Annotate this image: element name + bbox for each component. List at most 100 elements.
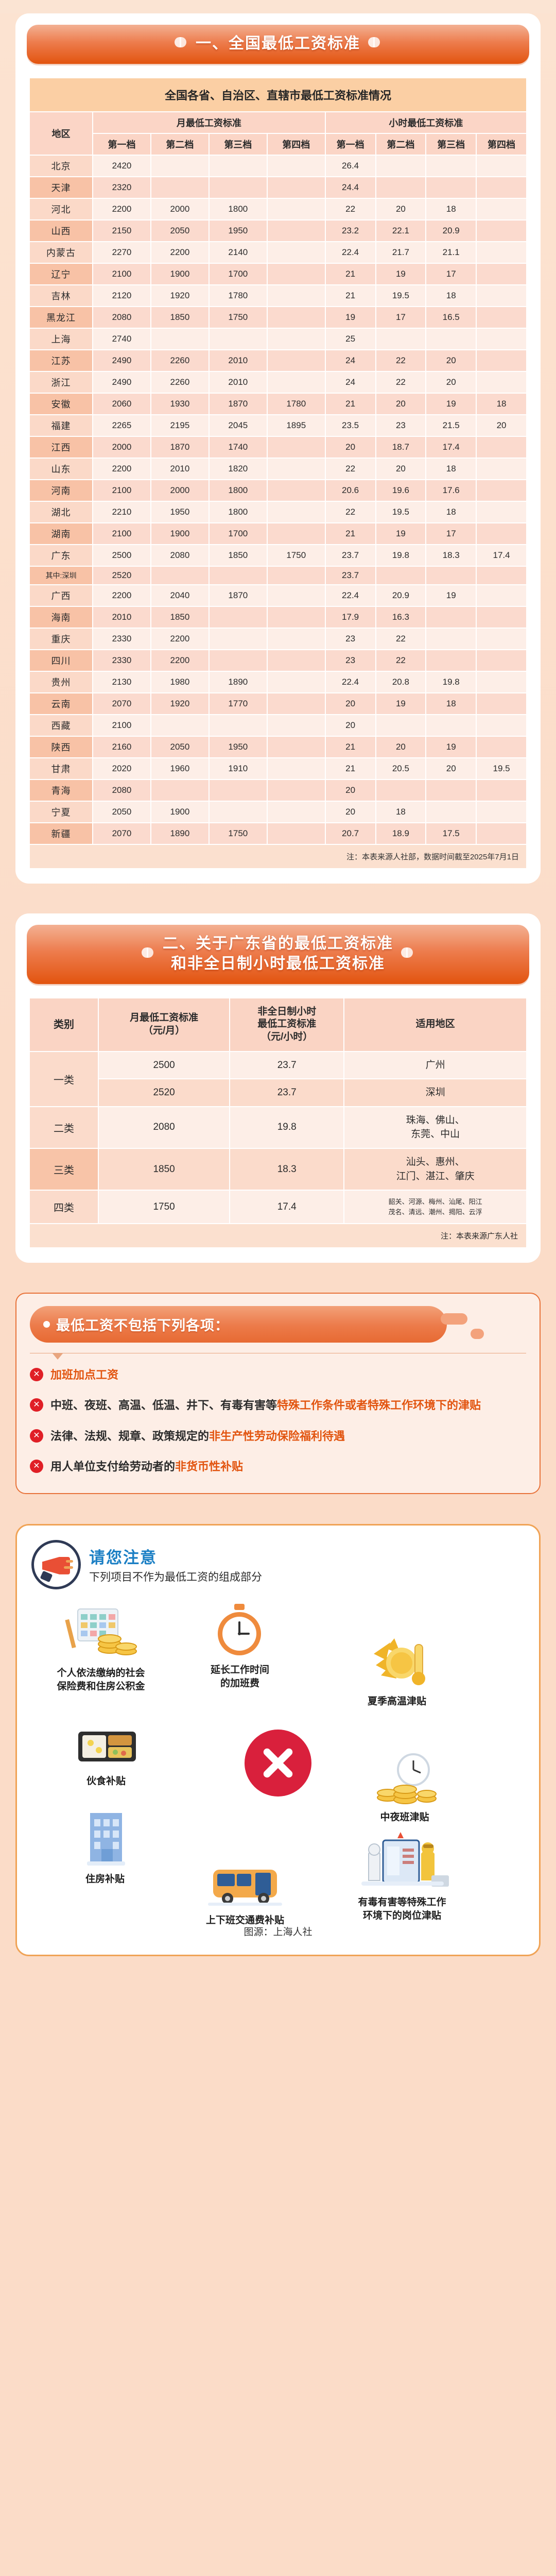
guangdong-minimum-wage-table: 类别 月最低工资标准 （元/月） 非全日制小时 最低工资标准 （元/小时） 适用… [29, 997, 527, 1248]
section-national-minimum-wage: 一、全国最低工资标准 全国各省、自治区、直辖市最低工资标准情况 地区 月最低工资… [15, 13, 541, 884]
cell-region: 云南 [30, 693, 93, 714]
table-row: 湖北 2210 1950 1800 22 19.5 18 [30, 501, 526, 522]
calendar-coins-svg [65, 1608, 137, 1655]
cell-monthly-tier3 [209, 606, 267, 628]
cell-monthly-tier2: 1900 [151, 263, 208, 284]
cell-monthly-tier2: 1920 [151, 693, 208, 714]
col-header-region: 地区 [30, 112, 93, 155]
table-row: 山东 2200 2010 1820 22 20 18 [30, 458, 526, 479]
table-row: 北京 2420 26.4 [30, 155, 526, 176]
cell-hourly-tier1: 25 [325, 328, 375, 349]
exclusion-text-highlight: 特殊工作条件或者特殊工作环境下的津贴 [277, 1399, 481, 1412]
lunchbox-icon [42, 1709, 170, 1771]
cell-monthly-tier1: 2520 [93, 566, 150, 584]
cell-region: 浙江 [30, 371, 93, 393]
cell-hourly-tier2: 20 [376, 458, 426, 479]
calendar-coins-icon [37, 1601, 165, 1663]
col-header-hourly-l2: 最低工资标准 [257, 1019, 317, 1030]
icon-label-commute-allowance: 上下班交通费补贴 [205, 1914, 284, 1926]
cell-hourly-tier2: 20.9 [376, 585, 426, 606]
cell-monthly-tier1: 2330 [93, 650, 150, 671]
cell-monthly-tier3: 2010 [209, 350, 267, 371]
cell-applicable-area: 珠海、佛山、 东莞、中山 [344, 1107, 526, 1148]
cell-hourly-tier4 [477, 285, 526, 306]
cell-monthly-tier4 [267, 758, 325, 779]
cell-hourly-tier2: 20 [376, 736, 426, 757]
section-guangdong-minimum-wage: 二、关于广东省的最低工资标准 和非全日制小时最低工资标准 类别 月最低工资标准 … [15, 913, 541, 1263]
cell-hourly-tier2: 19.5 [376, 501, 426, 522]
cell-hourly-tier4 [477, 350, 526, 371]
cell-region: 天津 [30, 177, 93, 198]
cell-monthly-tier4 [267, 307, 325, 328]
table-row: 内蒙古 2270 2200 2140 22.4 21.7 21.1 [30, 242, 526, 263]
table-row: 宁夏 2050 1900 20 18 [30, 801, 526, 822]
cell-monthly-tier1: 2070 [93, 823, 150, 844]
cell-monthly-tier2 [151, 177, 208, 198]
cell-monthly-tier1: 2200 [93, 458, 150, 479]
cell-monthly-tier1: 2210 [93, 501, 150, 522]
table-row: 福建 2265 2195 2045 1895 23.5 23 21.5 20 [30, 415, 526, 436]
cell-monthly-standard: 1850 [99, 1149, 230, 1190]
national-table-note: 注：本表来源人社部，数据时间截至2025年7月1日 [30, 844, 526, 868]
cell-monthly-tier2: 1930 [151, 393, 208, 414]
cell-monthly-tier4 [267, 628, 325, 649]
table-row: 一类 2500 23.7 广州 [30, 1052, 526, 1106]
cell-monthly-tier3: 1800 [209, 480, 267, 501]
exclusions-list: ✕ 加班加点工资 ✕ 中班、夜班、高温、低温、井下、有毒有害等特殊工作条件或者特殊工作… [30, 1366, 526, 1476]
exclusion-item: ✕ 中班、夜班、高温、低温、井下、有毒有害等特殊工作条件或者特殊工作环境下的津贴 [30, 1396, 526, 1414]
cell-hourly-tier4 [477, 307, 526, 328]
cell-monthly-tier4 [267, 823, 325, 844]
cell-hourly-tier3: 19.8 [426, 671, 476, 692]
cell-hourly-tier2: 18.7 [376, 436, 426, 457]
cell-hourly-tier1: 23 [325, 650, 375, 671]
cell-hourly-tier3 [426, 566, 476, 584]
cell-hourly-tier1: 20.7 [325, 823, 375, 844]
cell-hourly-tier3 [426, 628, 476, 649]
table-row: 甘肃 2020 1960 1910 21 20.5 20 19.5 [30, 758, 526, 779]
bus-svg [208, 1869, 282, 1906]
excluded-items-illustration: 个人依法缴纳的社会 保险费和住房公积金 延长工作时间 的加班费 [31, 1598, 525, 1926]
cell-hourly-tier3: 20 [426, 758, 476, 779]
cell-monthly-tier2: 2080 [151, 545, 208, 566]
cell-monthly-tier4 [267, 585, 325, 606]
cell-hourly-tier4 [477, 501, 526, 522]
cell-monthly-tier1: 2100 [93, 523, 150, 544]
cell-monthly-tier2 [151, 715, 208, 736]
bullet-dot-icon [43, 1321, 50, 1328]
exclusion-text-plain: 用人单位支付给劳动者的 [50, 1460, 176, 1473]
cell-hourly-tier3 [426, 779, 476, 801]
cell-hourly-tier4 [477, 566, 526, 584]
cell-hourly-tier3: 18.3 [426, 545, 476, 566]
cell-hourly-tier1: 21 [325, 758, 375, 779]
cell-applicable-area: 深圳 [344, 1079, 526, 1106]
table-row: 河北 2200 2000 1800 22 20 18 [30, 198, 526, 219]
cell-monthly-tier4 [267, 263, 325, 284]
cell-region: 黑龙江 [30, 307, 93, 328]
cell-hourly-standard: 17.4 [230, 1191, 344, 1224]
cell-hourly-tier3: 17.4 [426, 436, 476, 457]
table-row: 辽宁 2100 1900 1700 21 19 17 [30, 263, 526, 284]
cell-hourly-tier3: 18 [426, 693, 476, 714]
hazard-workers-icon [330, 1830, 474, 1892]
cell-monthly-tier4 [267, 523, 325, 544]
cell-monthly-tier4 [267, 671, 325, 692]
cell-hourly-tier2: 19 [376, 523, 426, 544]
cell-region: 福建 [30, 415, 93, 436]
cell-region: 辽宁 [30, 263, 93, 284]
cell-monthly-tier1: 2150 [93, 220, 150, 241]
icon-item-overtime-pay: 延长工作时间 的加班费 [176, 1598, 304, 1690]
cell-hourly-tier3: 20 [426, 350, 476, 371]
cell-monthly-tier4 [267, 350, 325, 371]
guangdong-table-note: 注：本表来源广东人社 [30, 1224, 526, 1248]
cell-monthly-tier2 [151, 328, 208, 349]
cell-monthly-tier2: 1960 [151, 758, 208, 779]
cell-monthly-tier1: 2490 [93, 350, 150, 371]
icon-label-night-shift-allowance: 中夜班津贴 [380, 1811, 429, 1823]
cell-monthly-tier4 [267, 328, 325, 349]
cell-hourly-tier1: 23.7 [325, 566, 375, 584]
cell-hourly-tier2: 22 [376, 628, 426, 649]
cell-region: 湖南 [30, 523, 93, 544]
section2-title: 二、关于广东省的最低工资标准 和非全日制小时最低工资标准 [163, 934, 393, 974]
cell-hourly-tier1: 24.4 [325, 177, 375, 198]
cell-region: 四川 [30, 650, 93, 671]
